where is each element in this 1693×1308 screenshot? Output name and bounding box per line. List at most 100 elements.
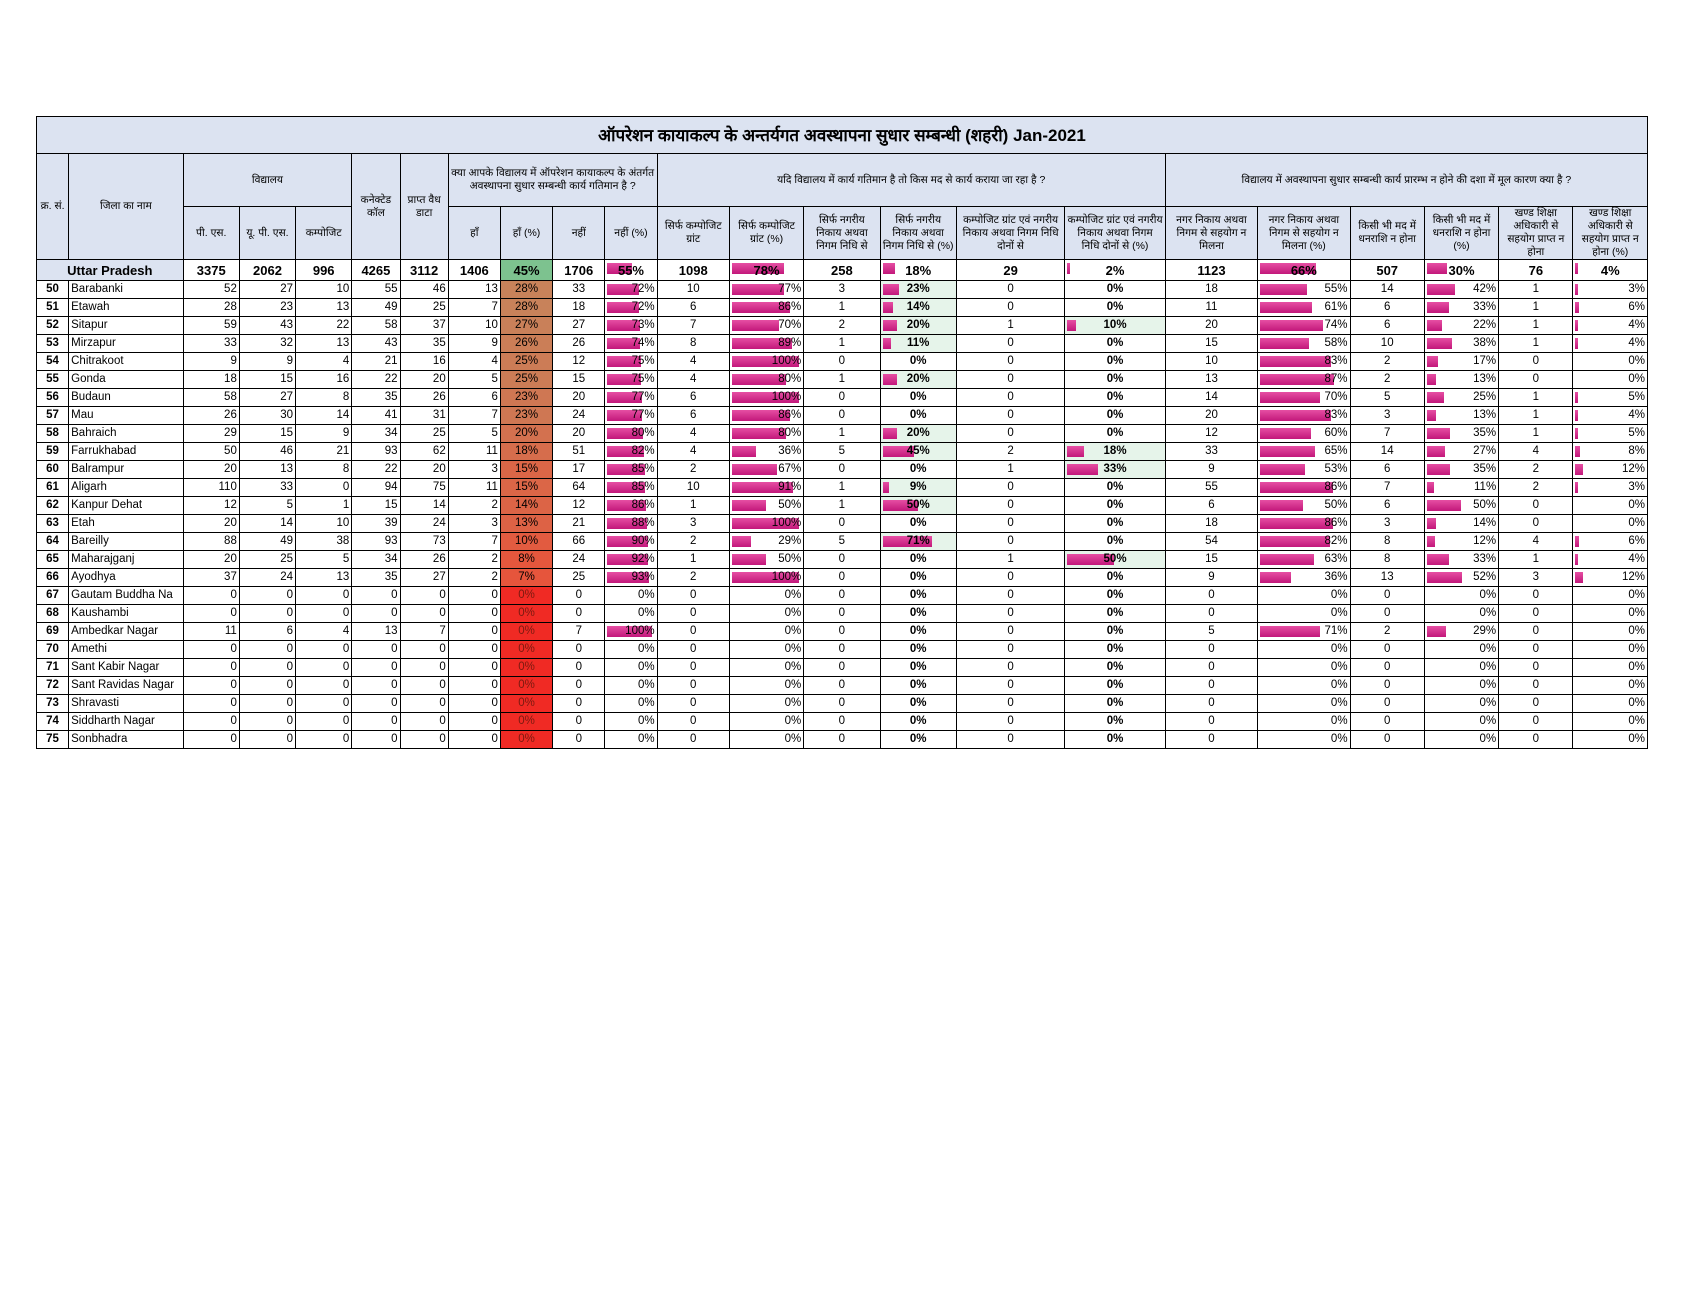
cell-sr: 52 [35,316,70,335]
cell-c6: 0% [1064,676,1166,695]
cell-c1: 0 [656,586,730,605]
cell-d6: 4% [1572,334,1648,353]
percent-bar [731,263,784,274]
state-d6: 4% [1572,259,1648,281]
cell-no-pct: 73% [604,316,658,335]
cell-c4: 0% [879,460,957,479]
state-connected: 4265 [351,259,401,281]
percent-bar [1426,572,1462,583]
cell-c2: 0% [728,658,805,677]
cell-d3: 0 [1349,730,1425,749]
cell-d4: 38% [1423,334,1500,353]
cell-sr: 70 [35,640,70,659]
cell-yes: 13 [447,280,501,299]
cell-d6: 3% [1572,280,1648,299]
cell-ups: 15 [238,424,297,443]
cell-sr: 50 [35,280,70,299]
cell-c5: 0 [955,478,1066,497]
cell-d4: 0% [1423,712,1500,731]
cell-c6: 0% [1064,280,1166,299]
cell-c1: 0 [656,658,730,677]
cell-district: Shravasti [68,694,184,713]
cell-c6: 0% [1064,568,1166,587]
cell-c5: 2 [955,442,1066,461]
header-no-pct: नहीं (%) [604,206,658,260]
cell-composite: 0 [295,640,353,659]
cell-yes: 7 [447,406,501,425]
cell-d3: 8 [1349,550,1425,569]
percent-bar [882,302,893,313]
cell-yes: 5 [447,424,501,443]
cell-c3: 0 [803,712,881,731]
cell-c3: 0 [803,568,881,587]
percent-bar [1260,446,1316,457]
table-row: 57 Mau 26 30 14 41 31 7 23% 24 77% 6 86% 0 0% 0 0% 20 83% 3… [35,406,1648,425]
cell-district: Sant Kabir Nagar [68,658,184,677]
percent-bar [731,284,784,295]
cell-sr: 64 [35,532,70,551]
state-total-row: Uttar Pradesh 3375 2062 996 4265 3112 14… [36,259,1648,281]
cell-ps: 50 [182,442,240,461]
cell-c3: 0 [803,514,881,533]
cell-yes-pct: 23% [499,406,554,425]
percent-bar [731,464,777,475]
cell-ps: 20 [182,550,240,569]
cell-c3: 0 [803,586,881,605]
header-c1: सिर्फ कम्पोजिट ग्रांट [656,206,730,260]
cell-no-pct: 90% [604,532,658,551]
cell-valid: 0 [399,730,449,749]
percent-bar [1426,482,1434,493]
cell-valid: 24 [399,514,449,533]
cell-valid: 75 [399,478,449,497]
cell-no-pct: 75% [604,352,658,371]
cell-c3: 1 [803,424,881,443]
table-row: 54 Chitrakoot 9 9 4 21 16 4 25% 12 75% 4 100% 0 0% 0 0% 1… [35,352,1648,371]
cell-no-pct: 0% [604,640,658,659]
cell-d4: 11% [1423,478,1500,497]
percent-bar [1260,356,1332,367]
cell-connected: 94 [351,478,401,497]
cell-valid: 0 [399,586,449,605]
table-row: 73 Shravasti 0 0 0 0 0 0 0% 0 0% 0 0% 0 0% 0 0% 0 0% 0 0% 0 0% [35,694,1648,713]
percent-bar [607,428,644,439]
cell-d5: 3 [1498,568,1574,587]
cell-ups: 27 [238,280,297,299]
percent-bar [1575,392,1579,403]
cell-no-pct: 93% [604,568,658,587]
cell-ps: 33 [182,334,240,353]
cell-yes: 3 [447,514,501,533]
cell-ups: 0 [238,730,297,749]
cell-c5: 0 [955,676,1066,695]
cell-no-pct: 77% [604,406,658,425]
percent-bar [607,320,641,331]
cell-ups: 0 [238,604,297,623]
cell-c2: 86% [728,298,805,317]
cell-district: Sitapur [68,316,184,335]
cell-d3: 0 [1349,640,1425,659]
cell-c4: 0% [879,352,957,371]
percent-bar [1260,263,1317,274]
cell-yes: 2 [447,568,501,587]
cell-d5: 0 [1498,694,1574,713]
cell-no-pct: 100% [604,622,658,641]
cell-ups: 14 [238,514,297,533]
cell-d4: 35% [1423,424,1500,443]
percent-bar [1426,356,1438,367]
cell-composite: 4 [295,622,353,641]
cell-district: Balrampur [68,460,184,479]
state-yes: 1406 [447,259,501,281]
table-row: 56 Budaun 58 27 8 35 26 6 23% 20 77% 6 100% 0 0% 0 0% 14 7… [35,388,1648,407]
cell-ups: 0 [238,586,297,605]
cell-d5: 4 [1498,532,1574,551]
cell-c4: 0% [879,604,957,623]
cell-ups: 32 [238,334,297,353]
cell-no-pct: 0% [604,730,658,749]
cell-d5: 0 [1498,604,1574,623]
cell-c4: 0% [879,730,957,749]
cell-d5: 0 [1498,730,1574,749]
cell-c2: 86% [728,406,805,425]
cell-ups: 33 [238,478,297,497]
cell-yes: 9 [447,334,501,353]
percent-bar [731,320,779,331]
cell-d3: 2 [1349,370,1425,389]
